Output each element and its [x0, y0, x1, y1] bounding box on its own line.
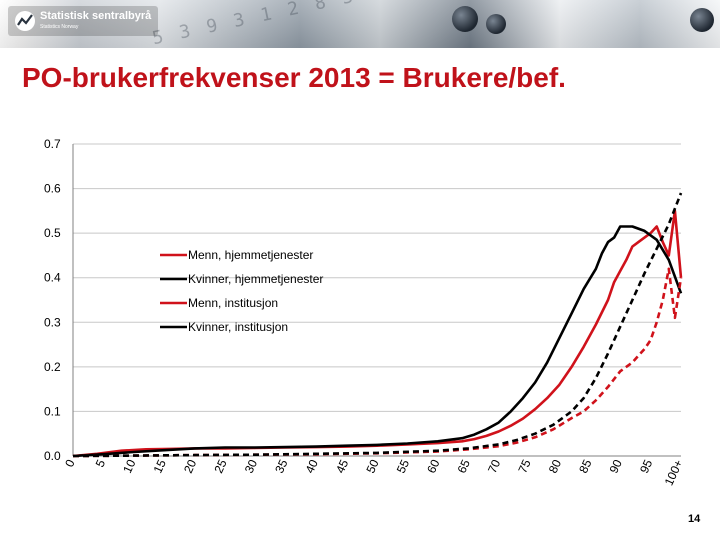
x-tick-label: 15 — [151, 457, 169, 475]
logo-subtitle: Statistics Norway — [40, 24, 79, 30]
x-tick-label: 70 — [485, 457, 503, 475]
banner-decorative-knob — [690, 8, 714, 32]
y-tick-label: 0.2 — [44, 360, 61, 374]
series-line-3 — [72, 267, 683, 458]
x-tick-label: 0 — [62, 457, 78, 469]
x-tick-label: 80 — [546, 457, 564, 475]
legend-label: Kvinner, institusjon — [188, 320, 288, 334]
legend-label: Kvinner, hjemmetjenester — [188, 272, 323, 286]
y-tick-label: 0.5 — [44, 226, 61, 240]
banner-shade — [0, 0, 720, 48]
series-line-4 — [72, 192, 683, 458]
legend-label: Menn, institusjon — [188, 296, 278, 310]
x-tick-label: 55 — [394, 457, 412, 475]
ssb-logo-icon — [15, 11, 35, 31]
x-tick-label: 100+ — [662, 457, 686, 487]
x-tick-label: 65 — [455, 457, 473, 475]
x-tick-label: 25 — [211, 457, 229, 475]
x-tick-label: 40 — [303, 457, 321, 475]
header-banner: 5 3 9 3 1 2 8 3 7 Statistisk sentralbyrå… — [0, 0, 720, 48]
legend-label: Menn, hjemmetjenester — [188, 248, 313, 262]
y-tick-label: 0.7 — [44, 137, 61, 151]
y-tick-label: 0.3 — [44, 315, 61, 329]
x-tick-label: 20 — [181, 457, 199, 475]
x-tick-label: 5 — [93, 457, 109, 469]
x-tick-label: 30 — [242, 457, 260, 475]
x-tick-label: 60 — [424, 457, 442, 475]
x-tick-label: 35 — [272, 457, 290, 475]
page-title: PO-brukerfrekvenser 2013 = Brukere/bef. — [22, 62, 566, 93]
x-tick-label: 85 — [576, 457, 594, 475]
x-tick-label: 50 — [363, 457, 381, 475]
x-tick-label: 45 — [333, 457, 351, 475]
x-tick-label: 75 — [515, 457, 533, 475]
logo-name: Statistisk sentralbyrå — [40, 10, 152, 22]
y-tick-label: 0.0 — [44, 449, 61, 463]
x-tick-label: 95 — [637, 457, 655, 475]
y-tick-label: 0.1 — [44, 404, 61, 418]
y-tick-label: 0.6 — [44, 182, 61, 196]
page-number: 14 — [688, 513, 701, 525]
x-tick-label: 10 — [120, 457, 138, 475]
banner-decorative-knob — [486, 14, 506, 34]
x-tick-label: 90 — [607, 457, 625, 475]
series-line-2 — [72, 225, 683, 458]
banner-decorative-knob — [452, 6, 478, 32]
series-line-1 — [72, 209, 683, 458]
y-tick-label: 0.4 — [44, 271, 61, 285]
